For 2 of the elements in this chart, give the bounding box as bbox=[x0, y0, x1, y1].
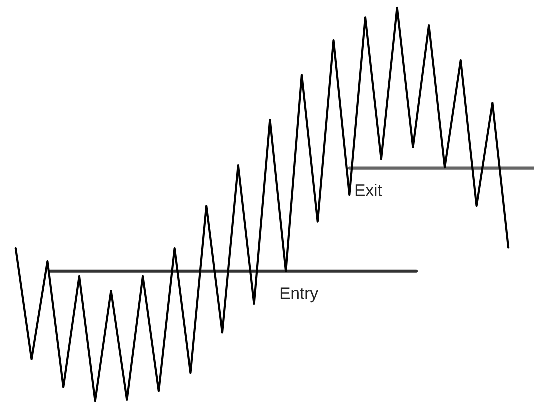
ref-line-label: Exit bbox=[356, 184, 382, 196]
ref-line-label: Entry bbox=[280, 288, 318, 303]
